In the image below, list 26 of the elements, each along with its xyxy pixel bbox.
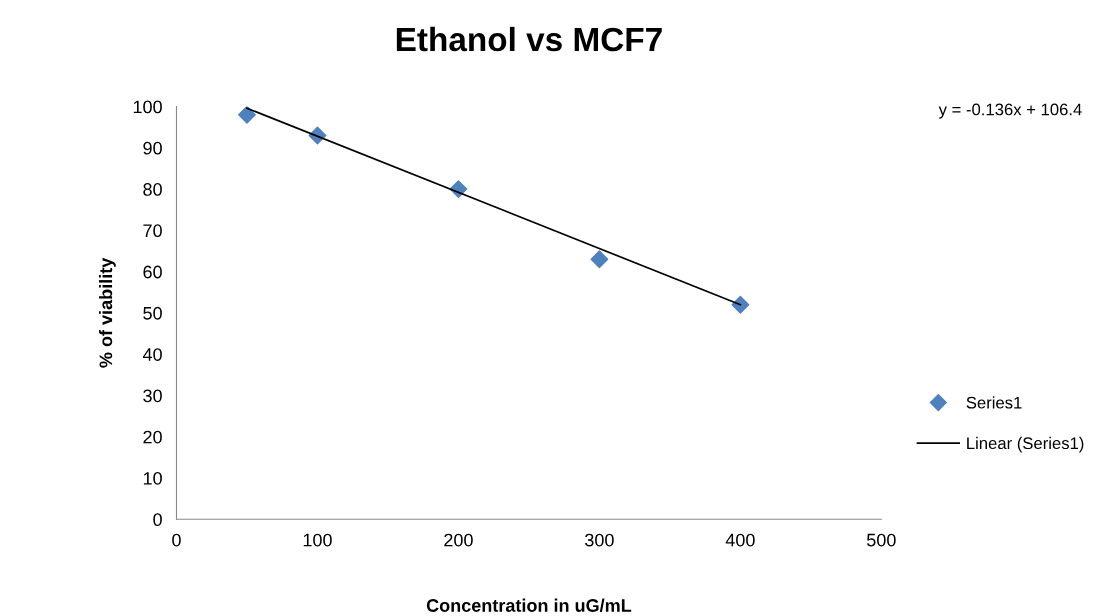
x-tick-label: 200 bbox=[444, 533, 473, 547]
y-tick-label: 0 bbox=[153, 513, 162, 527]
point bbox=[238, 106, 256, 124]
x-axis-title: Concentration in uG/mL bbox=[426, 598, 632, 613]
x-tick-label: 100 bbox=[303, 533, 332, 547]
x-tick-label: 300 bbox=[585, 533, 614, 547]
point bbox=[590, 250, 609, 269]
legend-label: Series1 bbox=[966, 396, 1022, 409]
y-tick-label: 20 bbox=[143, 430, 162, 444]
y-tick-label: 60 bbox=[143, 265, 162, 279]
text: y = -0.136x + 106.4 bbox=[938, 103, 1082, 119]
y-tick-label: 30 bbox=[143, 389, 162, 403]
chart-title: Ethanol vs MCF7 bbox=[396, 26, 662, 52]
x-tick-label: 500 bbox=[867, 533, 896, 547]
x-tick-label: 400 bbox=[725, 533, 755, 547]
y-tick-label: 70 bbox=[143, 224, 162, 238]
y-tick-label: 50 bbox=[143, 306, 162, 320]
point bbox=[731, 295, 750, 314]
y-tick-label: 100 bbox=[133, 100, 162, 114]
y-tick-label: 10 bbox=[143, 471, 162, 485]
y-axis-title: % of viability bbox=[98, 257, 116, 368]
legend-label: Linear (Series1) bbox=[967, 436, 1084, 453]
x-tick-label: 0 bbox=[172, 533, 181, 547]
y-tick-label: 90 bbox=[143, 141, 162, 155]
y-tick-label: 40 bbox=[142, 348, 162, 361]
y-tick-label: 80 bbox=[143, 183, 162, 196]
